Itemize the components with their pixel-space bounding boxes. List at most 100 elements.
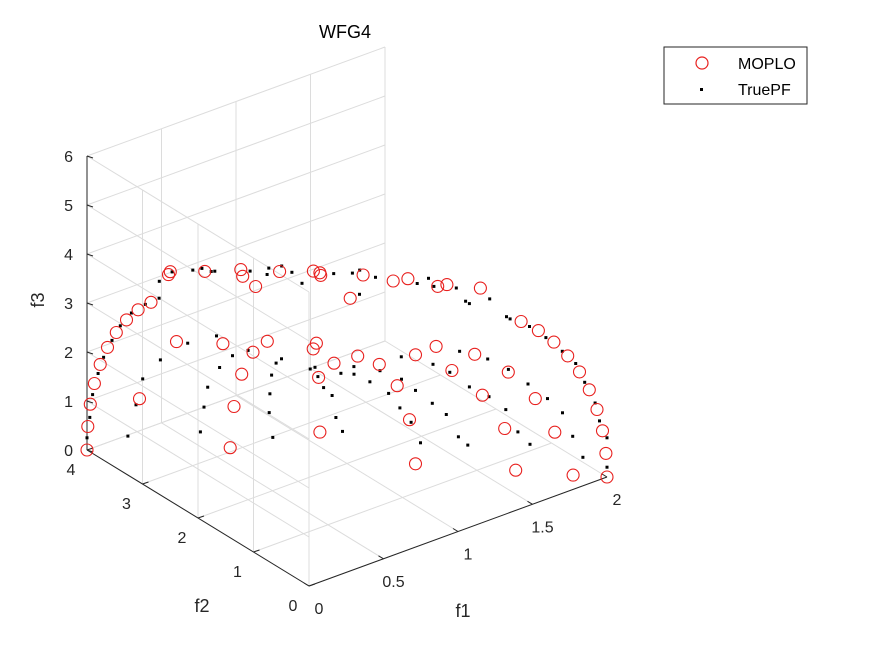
truepf-point — [486, 357, 490, 361]
z-tick-mark — [86, 449, 94, 453]
truepf-point — [213, 269, 217, 273]
x-tick-mark — [303, 582, 310, 587]
moplo-point — [312, 370, 326, 384]
moplo-point — [83, 397, 97, 411]
truepf-point — [560, 349, 564, 353]
moplo-point — [327, 356, 341, 370]
moplo-point — [132, 392, 147, 406]
x-axis-label: f1 — [455, 601, 470, 621]
moplo-point — [401, 272, 415, 286]
truepf-point — [400, 377, 403, 381]
z-tick-mark — [86, 302, 94, 306]
moplo-point — [343, 291, 357, 305]
truepf-point — [583, 380, 587, 384]
z-tick-label: 0 — [64, 443, 73, 460]
truepf-point — [561, 411, 564, 415]
moplo-point — [386, 274, 400, 288]
moplo-point — [100, 340, 115, 354]
truepf-point — [504, 408, 508, 412]
truepf-point — [415, 282, 419, 285]
truepf-point — [581, 455, 585, 459]
truepf-point — [458, 349, 462, 353]
grid-line — [86, 291, 386, 402]
truepf-point — [322, 386, 326, 390]
moplo-point — [161, 268, 176, 282]
truepf-point — [246, 348, 250, 352]
legend-marker-truepf — [700, 88, 703, 91]
moplo-point — [109, 325, 123, 340]
truepf-point — [265, 273, 269, 276]
truepf-point — [102, 355, 106, 359]
truepf-point — [215, 334, 218, 338]
truepf-point — [248, 269, 252, 273]
truepf-point — [605, 465, 609, 469]
z-tick-mark — [86, 253, 94, 257]
grid-line — [253, 442, 552, 553]
truepf-point — [505, 315, 508, 319]
truepf-point — [350, 271, 354, 275]
truepf-point — [571, 434, 575, 438]
legend-box — [663, 46, 808, 105]
truepf-point — [399, 355, 403, 359]
truepf-point — [267, 266, 271, 270]
z-tick-label: 3 — [64, 296, 73, 313]
truepf-point — [274, 361, 278, 365]
truepf-point — [157, 296, 161, 300]
moplo-point — [235, 367, 249, 381]
truepf-point — [330, 394, 334, 397]
moplo-point — [144, 295, 158, 309]
moplo-point — [566, 468, 580, 482]
moplo-point — [236, 269, 250, 283]
truepf-point — [467, 302, 471, 306]
moplo-point — [548, 425, 562, 439]
grid-line — [86, 95, 386, 206]
moplo-point — [306, 264, 320, 278]
x-tick-mark — [527, 500, 533, 505]
moplo-point — [473, 281, 487, 295]
truepf-point — [368, 380, 372, 384]
truepf-point — [358, 292, 361, 296]
moplo-point — [227, 399, 241, 414]
x-tick-label: 1.5 — [531, 519, 553, 536]
truepf-point — [85, 436, 89, 440]
truepf-point — [467, 385, 471, 389]
truepf-point — [118, 324, 122, 328]
moplo-point — [501, 365, 515, 379]
x-tick-mark — [601, 473, 608, 478]
moplo-point — [528, 392, 542, 406]
truepf-point — [332, 272, 336, 276]
truepf-point — [91, 393, 95, 397]
moplo-point — [475, 388, 489, 402]
truepf-point — [508, 317, 512, 321]
truepf-point — [427, 276, 430, 280]
truepf-point — [464, 299, 468, 303]
moplo-point — [93, 357, 107, 371]
moplo-point — [313, 425, 327, 439]
truepf-point — [170, 270, 174, 274]
moplo-point — [408, 457, 423, 471]
z-tick-label: 2 — [64, 345, 73, 362]
grid-line — [86, 242, 386, 353]
legend: MOPLO TruePF — [663, 46, 808, 105]
truepf-point — [280, 357, 283, 361]
truepf-point — [313, 365, 317, 369]
truepf-point — [387, 391, 391, 395]
truepf-point — [271, 435, 275, 439]
grid-line — [86, 253, 310, 391]
grid-line — [197, 408, 497, 519]
moplo-point — [306, 342, 320, 356]
truepf-point — [316, 375, 320, 379]
moplo-point — [408, 348, 423, 362]
grid-line — [86, 351, 310, 489]
z-tick-label: 4 — [64, 247, 73, 264]
truepf-point — [231, 354, 234, 358]
moplo-point — [390, 379, 404, 393]
grid-line — [86, 400, 310, 538]
x-tick-label: 1 — [464, 547, 473, 564]
grid-line — [86, 144, 386, 255]
y-tick-mark — [86, 447, 94, 451]
truepf-point — [198, 430, 202, 434]
moplo-point — [531, 324, 545, 338]
moplo-point — [216, 337, 230, 351]
